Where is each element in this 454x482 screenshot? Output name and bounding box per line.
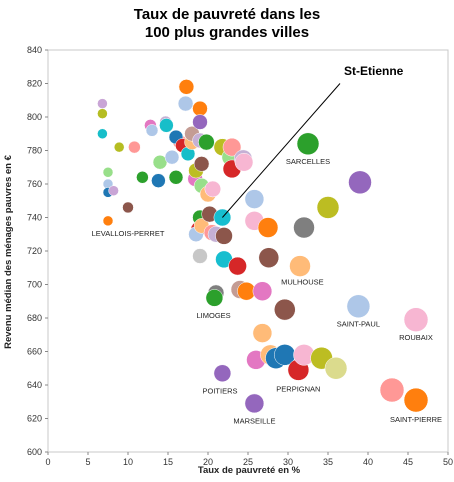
data-point xyxy=(177,95,194,112)
data-point xyxy=(204,180,222,198)
data-point xyxy=(293,216,315,239)
y-axis-title: Revenu médian des ménages pauvres en € xyxy=(3,154,14,348)
city-label: PERPIGNAN xyxy=(276,385,320,394)
city-label: MARSEILLE xyxy=(233,417,275,426)
city-label: SARCELLES xyxy=(286,157,330,166)
x-axis-title: Taux de pauvreté en % xyxy=(198,465,301,476)
y-tick-label: 800 xyxy=(27,112,42,122)
y-tick-label: 740 xyxy=(27,213,42,223)
y-tick-label: 760 xyxy=(27,179,42,189)
annotation-label: St-Etienne xyxy=(344,64,404,78)
x-tick-label: 30 xyxy=(283,457,293,467)
data-point xyxy=(108,185,119,196)
chart-title-line-2: 100 plus grandes villes xyxy=(144,24,310,41)
y-tick-label: 640 xyxy=(27,380,42,390)
data-point xyxy=(164,149,180,165)
data-point xyxy=(274,298,296,321)
data-point xyxy=(234,152,254,172)
y-tick-label: 620 xyxy=(27,414,42,424)
y-tick-label: 660 xyxy=(27,347,42,357)
data-point xyxy=(102,167,114,178)
chart-title-line-1: Taux de pauvreté dans les xyxy=(133,6,321,23)
city-label: LIMOGES xyxy=(197,311,231,320)
y-tick-label: 700 xyxy=(27,280,42,290)
x-tick-label: 5 xyxy=(85,457,90,467)
annotation-line xyxy=(222,83,341,218)
x-tick-label: 35 xyxy=(323,457,333,467)
city-label: ROUBAIX xyxy=(399,333,433,342)
y-tick-label: 820 xyxy=(27,79,42,89)
x-tick-label: 40 xyxy=(363,457,373,467)
data-point xyxy=(348,170,372,195)
data-point xyxy=(215,227,233,245)
data-point xyxy=(97,108,108,119)
data-point xyxy=(145,124,159,137)
data-point xyxy=(122,201,134,214)
data-point xyxy=(97,98,108,109)
data-point xyxy=(222,137,242,157)
data-point xyxy=(193,156,210,172)
x-tick-label: 45 xyxy=(403,457,413,467)
data-point xyxy=(403,307,429,332)
data-point xyxy=(228,256,247,276)
x-tick-label: 15 xyxy=(163,457,173,467)
data-point xyxy=(97,128,108,139)
x-tick-label: 50 xyxy=(443,457,453,467)
data-point xyxy=(296,132,320,156)
y-tick-label: 780 xyxy=(27,146,42,156)
data-point xyxy=(258,247,280,268)
data-point xyxy=(168,170,184,185)
y-tick-label: 600 xyxy=(27,447,42,457)
data-point xyxy=(136,171,149,184)
x-tick-label: 20 xyxy=(203,457,213,467)
data-point xyxy=(346,294,371,319)
y-tick-label: 680 xyxy=(27,313,42,323)
x-tick-label: 25 xyxy=(243,457,253,467)
chart-title: Taux de pauvreté dans les 100 plus grand… xyxy=(0,6,454,42)
data-point xyxy=(205,289,224,307)
city-label: SAINT-PIERRE xyxy=(390,415,442,424)
data-point xyxy=(128,140,141,154)
city-label: SAINT-PAUL xyxy=(337,319,380,328)
x-tick-label: 10 xyxy=(123,457,133,467)
data-point xyxy=(257,217,279,238)
data-point xyxy=(316,196,340,219)
city-label: LEVALLOIS-PERRET xyxy=(92,229,165,238)
data-point xyxy=(151,173,166,188)
points-layer xyxy=(97,79,429,414)
data-point xyxy=(178,79,195,95)
data-point xyxy=(198,133,215,151)
axes-layer: 0 5 10 15 20 25 30 35 40 45 50 600 620 640 660 680 700 72… xyxy=(27,45,453,467)
y-tick-label: 840 xyxy=(27,45,42,55)
city-label: POITIERS xyxy=(202,386,237,395)
data-point xyxy=(289,255,311,277)
data-point xyxy=(213,364,232,383)
data-point xyxy=(252,323,273,343)
data-point xyxy=(403,387,429,413)
data-point xyxy=(244,393,265,414)
data-point xyxy=(192,114,208,130)
data-point xyxy=(192,248,208,264)
city-label: MULHOUSE xyxy=(281,278,324,287)
x-tick-label: 0 xyxy=(45,457,50,467)
data-point xyxy=(113,141,125,153)
data-point xyxy=(324,357,348,380)
data-point xyxy=(244,189,265,209)
labels-layer: LEVALLOIS-PERRET SARCELLES MULHOUSE LIMOGES… xyxy=(92,64,442,425)
data-point xyxy=(379,377,405,403)
y-tick-label: 720 xyxy=(27,246,42,256)
data-point xyxy=(102,215,114,227)
data-point xyxy=(192,100,208,117)
data-point xyxy=(252,281,273,301)
data-point xyxy=(159,118,174,133)
